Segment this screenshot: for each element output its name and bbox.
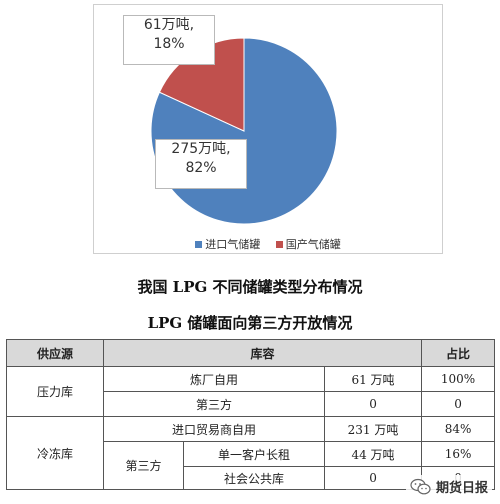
table-row: 第三方 0 0 — [7, 391, 496, 417]
table-row: 冷冻库 进口贸易商自用 231 万吨 84% — [6, 416, 496, 490]
cell-third-party: 第三方 — [103, 441, 184, 490]
watermark-text: 期货日报 — [435, 481, 488, 496]
chart-caption: 我国 LPG 不同储罐类型分布情况 — [137, 278, 363, 296]
data-label-domestic-percent: 18% — [153, 36, 185, 52]
legend-swatch-domestic — [275, 240, 283, 248]
table-row: 第三方 单一客户长租 44 万吨 16% — [7, 441, 496, 490]
cell-desc: 进口贸易商自用 — [103, 416, 325, 442]
cell-value: 61 万吨 — [323, 366, 423, 392]
cell-desc: 社会公共库 — [183, 466, 325, 490]
cell-percent: 16% — [421, 441, 496, 467]
cell-value: 44 万吨 — [323, 441, 423, 467]
cell-percent: 84% — [421, 416, 496, 442]
cell-desc: 第三方 — [103, 391, 325, 417]
legend-item-imported: 进口气储罐 — [195, 236, 260, 252]
row-label-cold: 冷冻库 — [6, 416, 104, 490]
cell-value: 0 — [323, 466, 423, 490]
data-label-domestic: 61万吨, 18% — [123, 15, 215, 65]
chart-legend: 进口气储罐 国产气储罐 — [94, 236, 442, 252]
watermark: 期货日报 — [405, 475, 492, 498]
cell-desc: 炼厂自用 — [103, 366, 325, 392]
data-label-imported-percent: 82% — [185, 160, 217, 176]
cell-value: 231 万吨 — [323, 416, 423, 442]
data-label-domestic-value: 61万吨, — [143, 17, 195, 33]
cell-value: 0 — [323, 391, 423, 417]
storage-table: 供应源 库容 占比 压力库 炼厂自用 61 万吨 100% 第三方 0 0 冷冻… — [6, 339, 496, 490]
table-caption: LPG 储罐面向第三方开放情况 — [147, 314, 353, 332]
pie-chart: 61万吨, 18% 275万吨, 82% 进口气储罐 国产气储罐 — [93, 4, 443, 254]
legend-label-imported: 进口气储罐 — [205, 238, 261, 251]
table-row: 压力库 炼厂自用 61 万吨 100% — [6, 366, 496, 417]
cell-percent: 100% — [421, 366, 496, 392]
legend-item-domestic: 国产气储罐 — [275, 236, 341, 252]
legend-label-domestic: 国产气储罐 — [285, 238, 341, 251]
table-header-row: 供应源 库容 占比 — [6, 339, 496, 367]
cell-desc: 单一客户长租 — [183, 441, 325, 467]
wechat-icon — [410, 478, 431, 494]
legend-swatch-imported — [195, 240, 203, 248]
data-label-imported-value: 275万吨, — [171, 141, 231, 157]
row-label-pressure: 压力库 — [6, 366, 104, 417]
cell-percent: 0 — [421, 391, 496, 417]
data-label-imported: 275万吨, 82% — [155, 139, 247, 189]
header-share: 占比 — [421, 339, 496, 367]
header-source: 供应源 — [6, 339, 104, 367]
header-capacity: 库容 — [102, 339, 423, 367]
